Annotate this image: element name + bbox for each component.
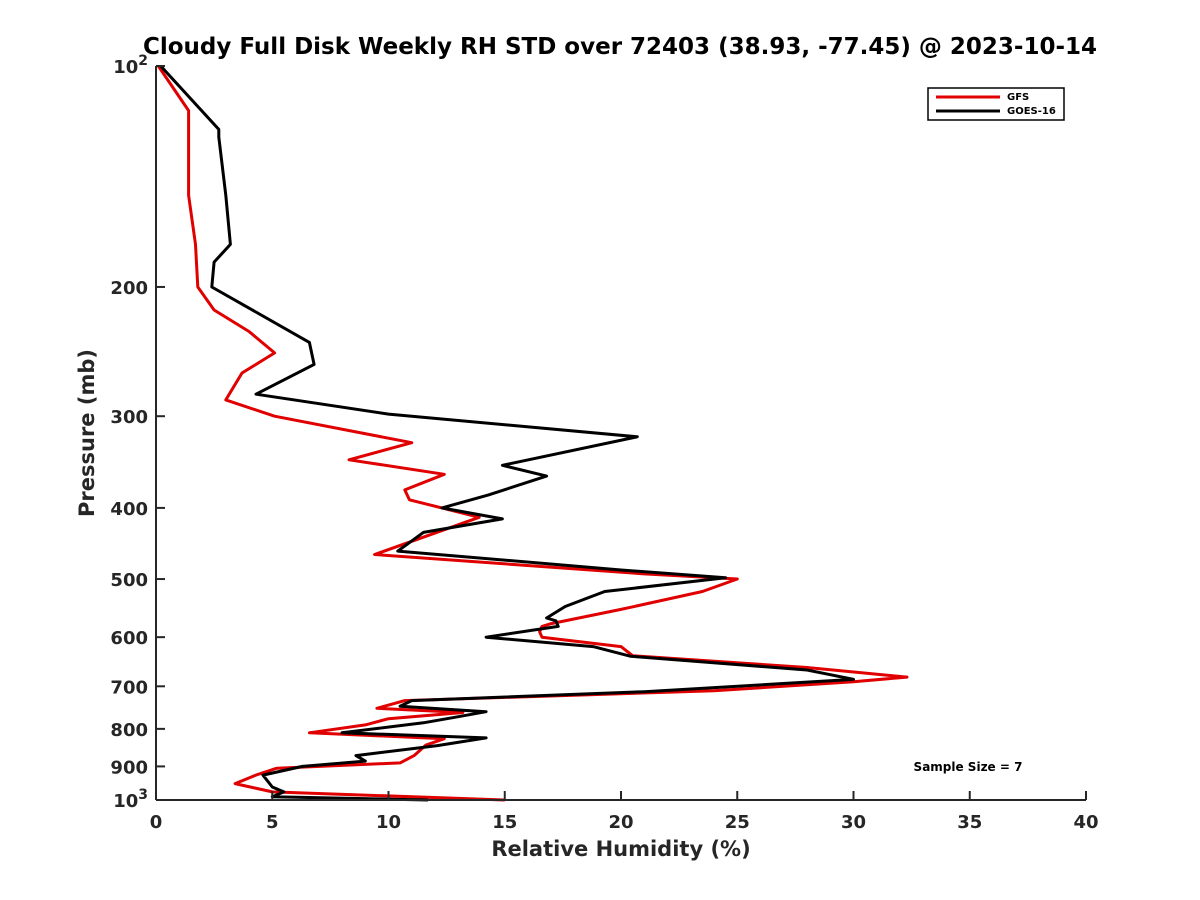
legend-box	[927, 87, 1065, 121]
plot-area	[157, 64, 909, 802]
series-line-goes16	[159, 64, 855, 802]
x-tick-label: 40	[1073, 812, 1098, 833]
legend-label-gfs: GFS	[1007, 92, 1029, 103]
x-axis-label: Relative Humidity (%)	[491, 837, 750, 861]
y-tick-label: 700	[110, 677, 148, 698]
x-tick-label: 0	[150, 812, 163, 833]
legend: GFS GOES-16	[927, 87, 1065, 121]
x-tick-label: 35	[957, 812, 982, 833]
y-axis-label: Pressure (mb)	[75, 349, 99, 517]
x-tick-label: 15	[492, 812, 517, 833]
x-tick-label: 10	[376, 812, 401, 833]
x-tick-label: 5	[266, 812, 279, 833]
x-tick-label: 20	[608, 812, 633, 833]
y-tick-label: 500	[110, 570, 148, 591]
y-tick-label: 600	[110, 628, 148, 649]
y-tick-label: 103	[113, 787, 148, 812]
y-tick-label: 800	[110, 720, 148, 741]
legend-label-goes16: GOES-16	[1007, 106, 1056, 117]
y-tick-label: 200	[110, 278, 148, 299]
x-tick-label: 25	[725, 812, 750, 833]
y-tick-label: 900	[110, 757, 148, 778]
y-tick-label: 300	[110, 407, 148, 428]
series-line-gfs	[157, 65, 909, 802]
y-tick-label: 400	[110, 499, 148, 520]
x-axis-ticks: 0 5 10 15 20 25 30 35 40	[150, 791, 1099, 833]
chart-title: Cloudy Full Disk Weekly RH STD over 7240…	[143, 34, 1097, 60]
x-tick-label: 30	[841, 812, 866, 833]
sample-size-annotation: Sample Size = 7	[914, 760, 1023, 774]
y-axis-ticks: 102 200 300 400 500 600 700 800 900 103	[110, 53, 165, 812]
y-tick-label: 102	[113, 53, 148, 78]
